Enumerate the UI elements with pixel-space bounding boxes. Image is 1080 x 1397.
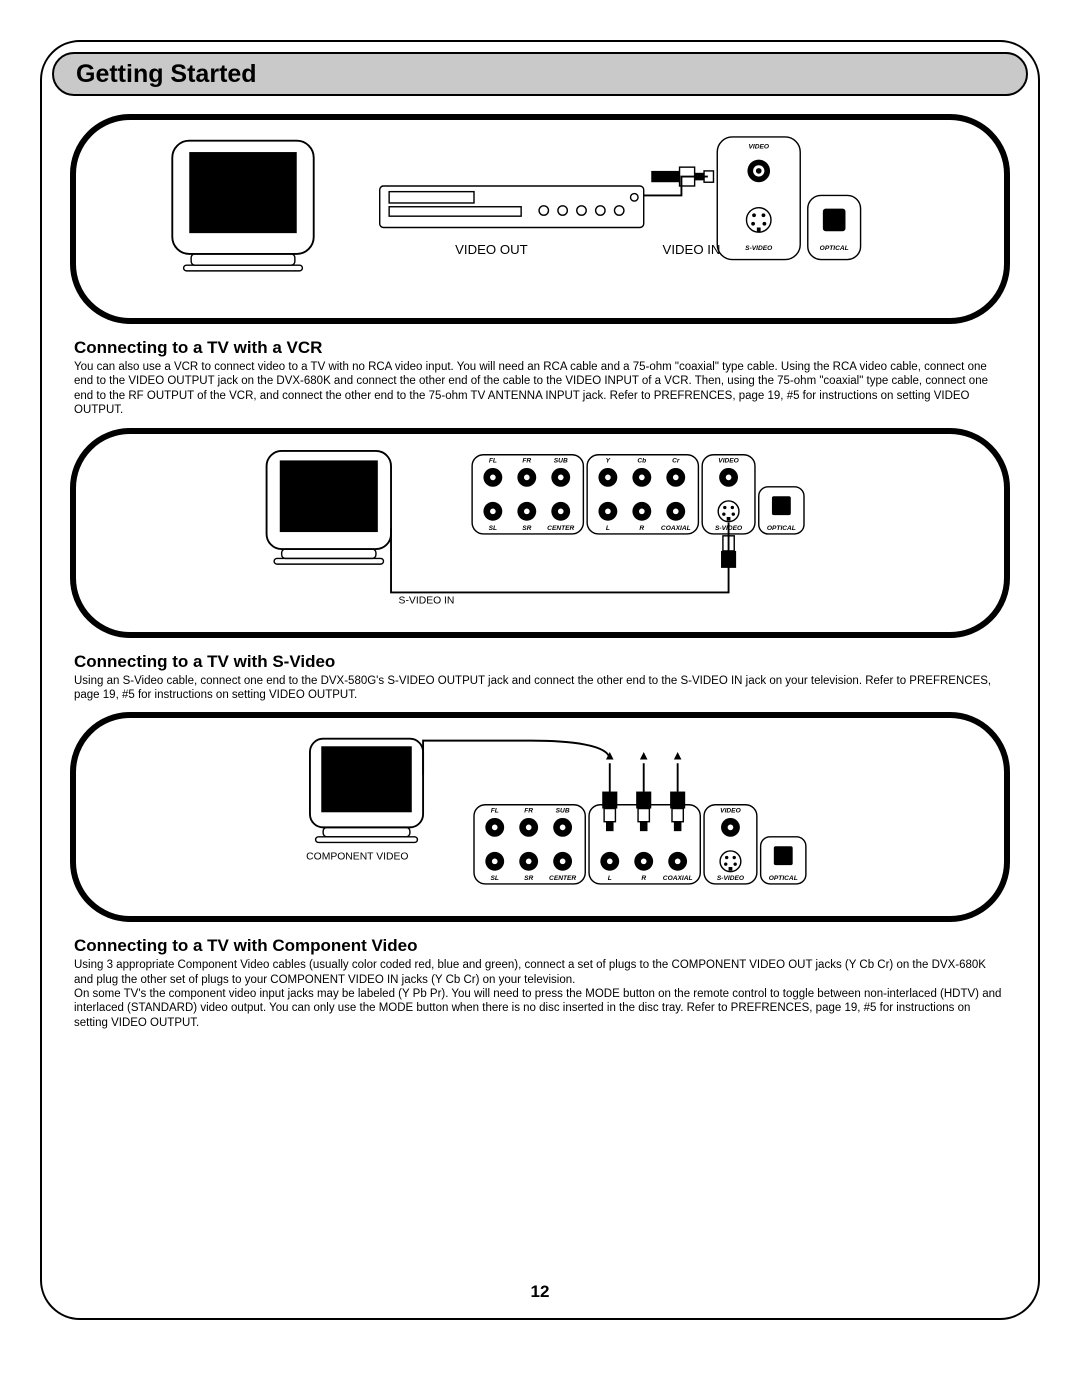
tv-icon — [172, 141, 313, 271]
rear-panel-full-icon — [472, 454, 804, 533]
tv-icon — [267, 450, 391, 563]
svg-text:SR: SR — [524, 875, 533, 882]
svg-text:SUB: SUB — [554, 457, 568, 464]
video-out-label: VIDEO OUT — [455, 242, 528, 257]
section2-body: Using an S-Video cable, connect one end … — [74, 674, 1006, 703]
page-number: 12 — [42, 1282, 1038, 1302]
svg-text:SL: SL — [491, 875, 499, 882]
svg-text:FR: FR — [524, 808, 533, 815]
section3-body: Using 3 appropriate Component Video cabl… — [74, 958, 1006, 1030]
svg-text:OPTICAL: OPTICAL — [767, 525, 796, 532]
rear-panel-icon: VIDEO S-VIDEO — [717, 137, 860, 260]
tv-icon — [310, 739, 423, 843]
svg-text:Y: Y — [606, 457, 611, 464]
diagram-component-svg: COMPONENT VIDEO FL FR — [76, 718, 1004, 916]
page: Getting Started — [0, 0, 1080, 1397]
section1-heading: Connecting to a TV with a VCR — [74, 338, 1006, 358]
svg-text:VIDEO: VIDEO — [748, 143, 769, 150]
page-title: Getting Started — [76, 60, 257, 89]
svg-text:FR: FR — [522, 457, 531, 464]
diagram-svideo-svg: S-VIDEO IN — [76, 434, 1004, 632]
svg-text:S-VIDEO: S-VIDEO — [717, 875, 745, 882]
svg-text:L: L — [608, 875, 612, 882]
svideo-in-label: S-VIDEO IN — [399, 595, 455, 606]
vcr-icon — [380, 186, 644, 227]
section3-heading: Connecting to a TV with Component Video — [74, 936, 1006, 956]
rear-panel-full-icon — [474, 805, 806, 884]
svg-text:CENTER: CENTER — [549, 875, 576, 882]
component-plugs-icon — [602, 752, 685, 831]
svg-text:SR: SR — [522, 525, 531, 532]
jack-row-top — [483, 467, 738, 486]
svg-text:VIDEO: VIDEO — [720, 808, 741, 815]
svg-text:Cb: Cb — [637, 457, 646, 464]
svg-text:R: R — [639, 525, 644, 532]
svg-text:COAXIAL: COAXIAL — [663, 875, 693, 882]
section2-heading: Connecting to a TV with S-Video — [74, 652, 1006, 672]
svg-text:R: R — [641, 875, 646, 882]
diagram-vcr-svg: VIDEO OUT VIDEO IN VIDEO — [76, 120, 1004, 318]
svg-text:OPTICAL: OPTICAL — [820, 245, 849, 252]
svg-text:FL: FL — [489, 457, 497, 464]
jack-row-bottom — [485, 846, 792, 871]
diagram-component: COMPONENT VIDEO FL FR — [70, 712, 1010, 922]
header-pill-bg: Getting Started — [52, 52, 1028, 96]
svg-text:S-VIDEO: S-VIDEO — [745, 245, 773, 252]
page-frame: Getting Started — [40, 40, 1040, 1320]
svg-text:COAXIAL: COAXIAL — [661, 525, 691, 532]
component-video-label: COMPONENT VIDEO — [306, 852, 408, 863]
svg-text:L: L — [606, 525, 610, 532]
svg-text:OPTICAL: OPTICAL — [769, 875, 798, 882]
svg-text:Cr: Cr — [672, 457, 680, 464]
header-pill: Getting Started — [52, 52, 1028, 96]
svg-text:FL: FL — [491, 808, 499, 815]
svg-text:CENTER: CENTER — [547, 525, 574, 532]
diagram-vcr: VIDEO OUT VIDEO IN VIDEO — [70, 114, 1010, 324]
diagram-svideo: S-VIDEO IN — [70, 428, 1010, 638]
svg-text:SL: SL — [489, 525, 497, 532]
jack-row-bottom — [483, 496, 790, 521]
video-in-label: VIDEO IN — [663, 242, 721, 257]
svg-text:VIDEO: VIDEO — [718, 457, 739, 464]
svg-text:SUB: SUB — [556, 808, 570, 815]
section1-body: You can also use a VCR to connect video … — [74, 360, 1006, 418]
